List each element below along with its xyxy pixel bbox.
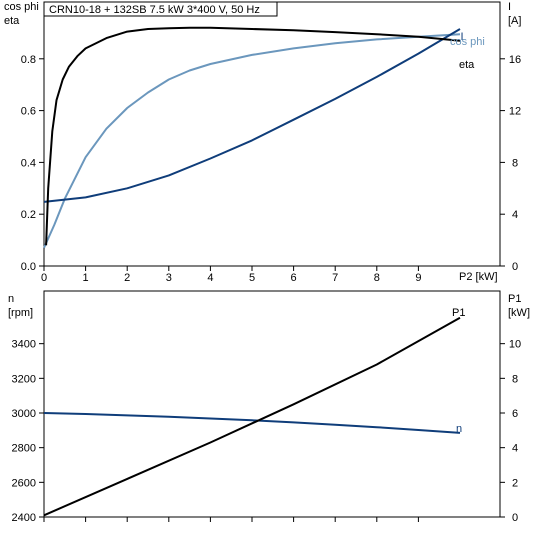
top-x-tick-label: 3 — [166, 272, 172, 284]
top-x-tick-label: 9 — [415, 272, 421, 284]
current-curve — [43, 28, 461, 203]
top-left-tick-label: 0.4 — [21, 157, 36, 169]
top-x-tick-label: 4 — [207, 272, 213, 284]
bottom-left-tick-label: 2800 — [12, 443, 36, 455]
top-right-tick-label: 12 — [509, 106, 521, 118]
p1-curve — [43, 316, 461, 517]
bottom-right-tick-label: 8 — [512, 373, 518, 385]
top-right-axis-label-1: I — [508, 1, 511, 13]
bottom-left-tick-label: 2600 — [12, 477, 36, 489]
speed-curve — [43, 412, 461, 434]
eta-curve — [45, 26, 461, 246]
bottom-left-tick-label: 3400 — [12, 339, 36, 351]
top-left-tick-label: 0.0 — [21, 261, 36, 273]
bottom-right-tick-label: 2 — [512, 477, 518, 489]
bottom-left-tick-label: 3200 — [12, 373, 36, 385]
bottom-plot-frame — [43, 290, 501, 518]
title-box — [43, 1, 278, 17]
top-left-tick-label: 0.8 — [21, 54, 36, 66]
top-x-tick-label: 5 — [249, 272, 255, 284]
bottom-left-tick-label: 2400 — [12, 512, 36, 524]
bottom-left-tick-label: 3000 — [12, 408, 36, 420]
top-right-tick-label: 8 — [512, 157, 518, 169]
cos-phi-series-label: cos phi — [450, 36, 485, 48]
top-x-tick-label: 1 — [83, 272, 89, 284]
bottom-right-axis-label-2: [kW] — [508, 307, 530, 319]
top-left-tick-label: 0.6 — [21, 106, 36, 118]
top-left-tick-label: 0.2 — [21, 209, 36, 221]
top-left-axis-label-1: cos phi — [4, 1, 39, 13]
top-left-axis-label-2: eta — [4, 15, 20, 27]
bottom-right-tick-label: 6 — [512, 408, 518, 420]
speed-series-label: n — [456, 423, 462, 435]
bottom-right-tick-label: 4 — [512, 443, 518, 455]
top-right-axis-label-2: [A] — [508, 15, 521, 27]
top-right-tick-label: 0 — [512, 261, 518, 273]
chart-title: CRN10-18 + 132SB 7.5 kW 3*400 V, 50 Hz — [49, 4, 260, 16]
bottom-left-axis-label-2: [rpm] — [8, 307, 33, 319]
eta-series-label: eta — [459, 59, 475, 71]
bottom-right-axis-label-1: P1 — [508, 293, 521, 305]
top-right-tick-label: 4 — [512, 209, 518, 221]
top-x-axis-label: P2 [kW] — [459, 271, 498, 283]
bottom-right-tick-label: 10 — [509, 339, 521, 351]
bottom-right-tick-label: 0 — [512, 512, 518, 524]
top-x-tick-label: 0 — [41, 272, 47, 284]
top-x-tick-label: 8 — [374, 272, 380, 284]
top-x-tick-label: 2 — [124, 272, 130, 284]
top-right-tick-label: 16 — [509, 54, 521, 66]
bottom-left-axis-label-1: n — [8, 293, 14, 305]
p1-series-label: P1 — [452, 307, 465, 319]
top-x-tick-label: 6 — [291, 272, 297, 284]
current-series-label: I — [460, 31, 463, 43]
cos-phi-curve — [43, 33, 461, 249]
top-x-tick-label: 7 — [332, 272, 338, 284]
